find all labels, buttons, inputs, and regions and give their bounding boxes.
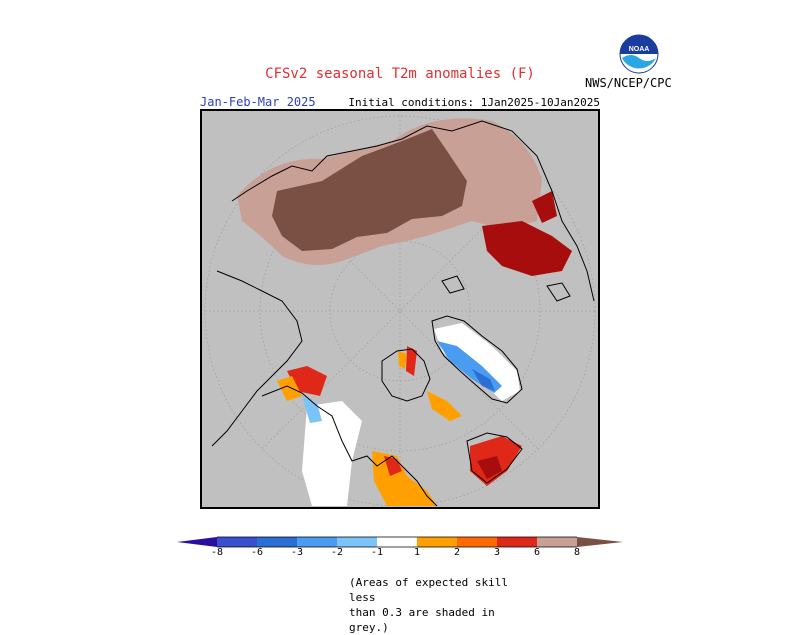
- legend-tick-label: -1: [370, 547, 384, 558]
- legend-bin-2: [257, 537, 297, 547]
- legend-tick-label: 8: [573, 547, 581, 558]
- legend-bin-10: [577, 537, 623, 547]
- agency-label: NWS/NCEP/CPC: [585, 76, 672, 90]
- greenland-darkblue: [472, 369, 495, 391]
- ural-darkred: [532, 191, 557, 223]
- central-canada-orange: [372, 451, 437, 506]
- legend-tick-label: 2: [453, 547, 461, 558]
- legend-bin-4: [337, 537, 377, 547]
- initial-conditions-label: Initial conditions: 1Jan2025-10Jan2025: [348, 96, 600, 109]
- legend-bin-9: [537, 537, 577, 547]
- legend-tick-label: -8: [210, 547, 224, 558]
- baffin-orange: [427, 391, 462, 421]
- legend-bin-7: [457, 537, 497, 547]
- alaska-orange: [277, 376, 302, 401]
- legend-bin-5: [377, 537, 417, 547]
- color-legend-bar: [177, 536, 623, 548]
- legend-tick-label: 1: [413, 547, 421, 558]
- legend-bin-0: [177, 537, 217, 547]
- legend-bin-8: [497, 537, 537, 547]
- skill-footnote: (Areas of expected skill less than 0.3 a…: [349, 575, 529, 635]
- legend-tick-label: -2: [330, 547, 344, 558]
- arctic-islands-orange: [398, 351, 407, 369]
- legend-bin-3: [297, 537, 337, 547]
- season-label: Jan-Feb-Mar 2025: [200, 95, 316, 109]
- legend-tick-label: -6: [250, 547, 264, 558]
- arctic-islands-red: [406, 346, 417, 376]
- map-canvas: [204, 115, 596, 507]
- logo-text: NOAA: [629, 46, 650, 53]
- map-title: CFSv2 seasonal T2m anomalies (F): [265, 66, 535, 82]
- legend-bin-1: [217, 537, 257, 547]
- legend-tick-label: 6: [533, 547, 541, 558]
- footnote-line-1: (Areas of expected skill less: [349, 576, 508, 604]
- siberia-brown-region: [272, 129, 467, 251]
- canada-lightblue: [302, 396, 322, 423]
- noaa-logo-icon: NOAA: [619, 34, 659, 74]
- anomaly-map: [200, 109, 600, 509]
- coastlines: [211, 120, 595, 507]
- footnote-line-2: than 0.3 are shaded in grey.): [349, 606, 495, 634]
- canada-white: [302, 401, 362, 506]
- legend-tick-label: -3: [290, 547, 304, 558]
- scandinavia-darkred: [482, 221, 572, 276]
- iceland-darkred: [477, 456, 502, 479]
- legend-tick-label: 3: [493, 547, 501, 558]
- legend-bin-6: [417, 537, 457, 547]
